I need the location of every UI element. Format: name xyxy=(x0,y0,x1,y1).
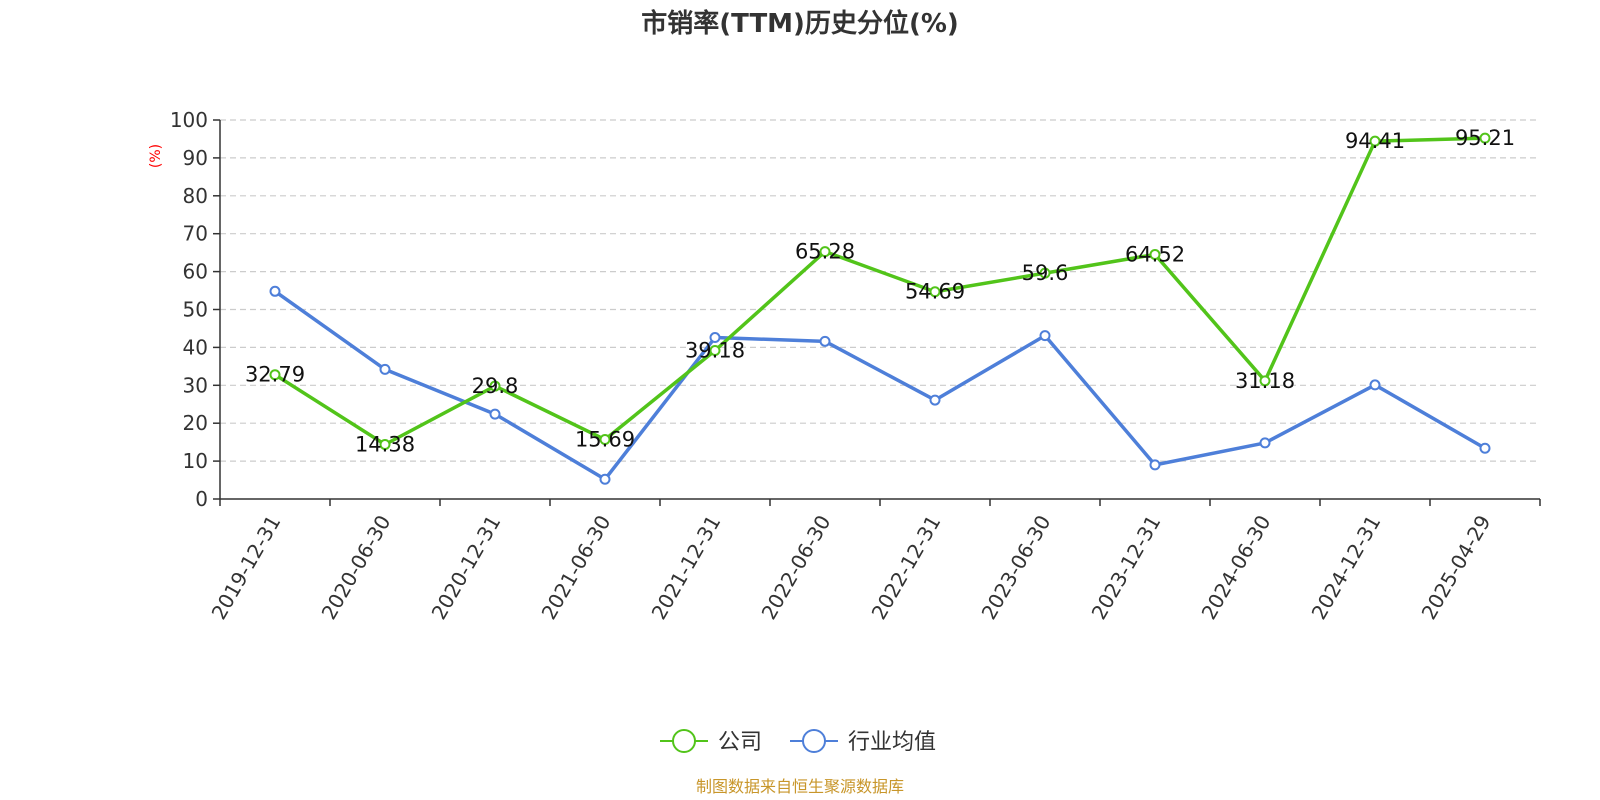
series-1-point[interactable] xyxy=(599,473,611,485)
data-label: 32.79 xyxy=(245,363,305,387)
x-tick-label: 2023-12-31 xyxy=(1086,511,1165,624)
y-tick-label: 40 xyxy=(183,335,208,359)
y-tick-label: 60 xyxy=(183,260,208,284)
series-1-point[interactable] xyxy=(929,394,941,406)
y-tick-label: 20 xyxy=(183,411,208,435)
series-1-point[interactable] xyxy=(1369,379,1381,391)
x-tick-label: 2020-12-31 xyxy=(426,511,505,624)
x-tick-label: 2024-06-30 xyxy=(1196,511,1275,624)
series-1-point[interactable] xyxy=(1259,437,1271,449)
y-tick-label: 80 xyxy=(183,184,208,208)
chart-title: 市销率(TTM)历史分位(%) xyxy=(641,8,959,39)
x-tick-label: 2021-12-31 xyxy=(646,511,725,624)
y-tick-label: 90 xyxy=(183,146,208,170)
series-1-point[interactable] xyxy=(1479,442,1491,454)
series-0-point[interactable] xyxy=(1479,132,1491,144)
series-0-point[interactable] xyxy=(1039,267,1051,279)
x-tick-label: 2022-06-30 xyxy=(756,511,835,624)
data-label: 29.8 xyxy=(472,374,519,398)
data-label: 31.18 xyxy=(1235,369,1295,393)
legend-swatch-marker-1[interactable] xyxy=(802,729,826,753)
data-label: 95.21 xyxy=(1455,126,1515,150)
x-tick-label: 2022-12-31 xyxy=(866,511,945,624)
series-0-point[interactable] xyxy=(1259,375,1271,387)
data-label: 15.69 xyxy=(575,428,635,452)
y-tick-label: 10 xyxy=(183,449,208,473)
series-0-point[interactable] xyxy=(1149,248,1161,260)
legend[interactable]: 公司 行业均值 xyxy=(660,729,936,755)
series-0-point[interactable] xyxy=(1369,135,1381,147)
x-tick-label: 2021-06-30 xyxy=(536,511,615,624)
series-line-1 xyxy=(273,289,1486,482)
legend-swatch-marker-0[interactable] xyxy=(672,729,696,753)
x-tick-label: 2019-12-31 xyxy=(206,511,285,624)
legend-label-0[interactable]: 公司 xyxy=(718,730,762,755)
series-0-point[interactable] xyxy=(819,246,831,258)
data-label: 54.69 xyxy=(905,280,965,304)
data-label: 65.28 xyxy=(795,240,855,264)
series-layer xyxy=(269,132,1491,485)
series-0-point[interactable] xyxy=(599,434,611,446)
y-tick-label: 100 xyxy=(170,108,208,132)
series-0-point[interactable] xyxy=(709,345,721,357)
y-tick-label: 70 xyxy=(183,222,208,246)
legend-label-1[interactable]: 行业均值 xyxy=(848,730,936,755)
data-labels: 32.79 14.38 29.8 15.69 39.18 65.28 54.69 59.6 64… xyxy=(245,126,1515,456)
source-note: 制图数据来自恒生聚源数据库 xyxy=(696,777,904,796)
data-label: 39.18 xyxy=(685,339,745,363)
data-label: 14.38 xyxy=(355,432,415,456)
series-1-point[interactable] xyxy=(1039,330,1051,342)
series-1-point[interactable] xyxy=(1149,459,1161,471)
x-tick-label: 2023-06-30 xyxy=(976,511,1055,624)
data-label: 94.41 xyxy=(1345,129,1405,153)
series-1-point[interactable] xyxy=(379,363,391,375)
series-0-point[interactable] xyxy=(489,380,501,392)
series-line-0 xyxy=(274,136,1486,447)
y-tick-label: 30 xyxy=(183,373,208,397)
series-1-point[interactable] xyxy=(269,285,281,297)
grid-lines xyxy=(220,119,1540,462)
x-tick-label: 2024-12-31 xyxy=(1306,511,1385,624)
series-1-point[interactable] xyxy=(709,332,721,344)
y-tick-label: 50 xyxy=(183,298,208,322)
y-axis-label: (%) xyxy=(148,144,164,168)
series-0-point[interactable] xyxy=(929,286,941,298)
series-0-point[interactable] xyxy=(379,438,391,450)
y-tick-label: 0 xyxy=(195,487,208,511)
data-label: 59.6 xyxy=(1022,261,1069,285)
series-0-point[interactable] xyxy=(269,369,281,381)
data-label: 64.52 xyxy=(1125,242,1185,266)
x-tick-label: 2025-04-29 xyxy=(1416,511,1495,624)
x-tick-label: 2020-06-30 xyxy=(316,511,395,624)
series-1-point[interactable] xyxy=(819,335,831,347)
series-1-point[interactable] xyxy=(489,408,501,420)
axes: 0 10 20 30 40 50 60 70 80 90 100 2019-12-31 2020-06-… xyxy=(170,108,1541,624)
